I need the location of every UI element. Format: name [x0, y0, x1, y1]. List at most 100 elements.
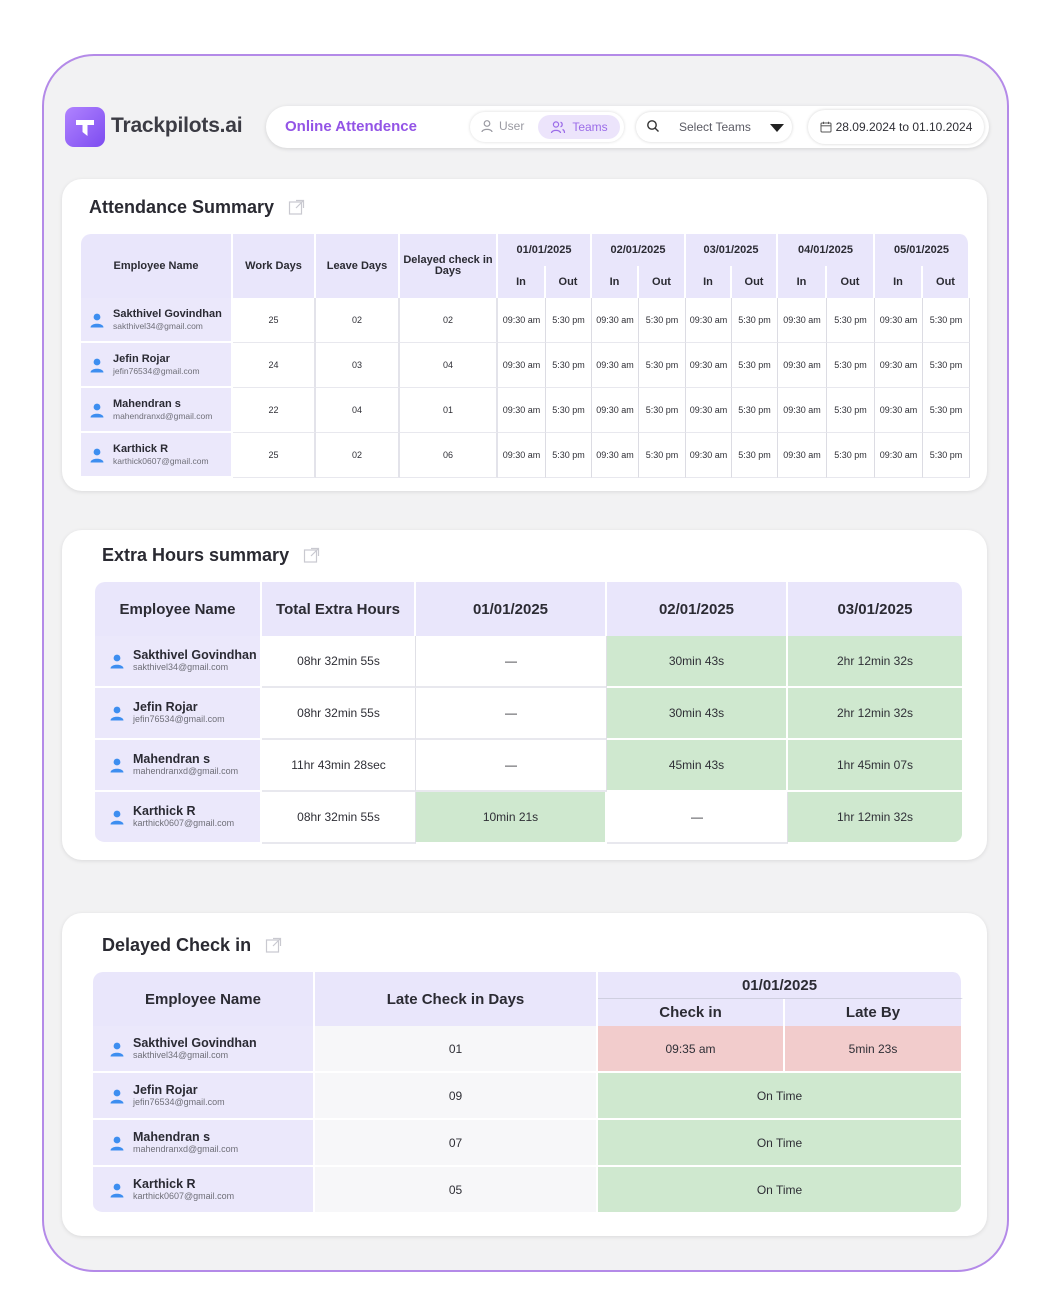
- employee-cell: Mahendran s mahendranxd@gmail.com: [95, 740, 262, 792]
- table-row[interactable]: Sakthivel Govindhan sakthivel34@gmail.com…: [93, 1026, 964, 1073]
- employee-name: Jefin Rojar: [113, 352, 170, 365]
- table-row[interactable]: Mahendran s mahendranxd@gmail.com 11hr 43…: [95, 740, 964, 792]
- avatar-icon: [110, 1183, 124, 1197]
- col-date-5: 05/01/2025: [875, 234, 970, 266]
- out-time: 5:30 pm: [639, 388, 686, 433]
- employee-email: mahendranxd@gmail.com: [113, 410, 213, 421]
- date-1-value: —: [416, 688, 607, 740]
- in-time: 09:30 am: [778, 298, 827, 343]
- check-in-time: 09:35 am: [598, 1026, 785, 1073]
- in-time: 09:30 am: [686, 343, 732, 388]
- col-in: In: [778, 266, 827, 298]
- leave-days-value: 04: [316, 388, 400, 433]
- page-title[interactable]: Online Attendence: [285, 118, 417, 135]
- out-time: 5:30 pm: [639, 298, 686, 343]
- out-time: 5:30 pm: [923, 433, 970, 478]
- col-in: In: [592, 266, 639, 298]
- col-date-3: 03/01/2025: [686, 234, 778, 266]
- delayed-days-value: 06: [400, 433, 498, 478]
- in-time: 09:30 am: [686, 433, 732, 478]
- out-time: 5:30 pm: [923, 343, 970, 388]
- table-row[interactable]: Sakthivel Govindhan sakthivel34@gmail.com…: [81, 298, 970, 343]
- employee-email: sakthivel34@gmail.com: [113, 320, 203, 331]
- search-icon: [647, 120, 659, 132]
- attendance-summary-header: Attendance Summary: [89, 197, 305, 218]
- toggle-teams[interactable]: Teams: [538, 115, 620, 139]
- table-row[interactable]: Sakthivel Govindhan sakthivel34@gmail.com…: [95, 636, 964, 688]
- out-time: 5:30 pm: [732, 298, 778, 343]
- col-late-check-in-days: Late Check in Days: [315, 972, 598, 1026]
- table-row[interactable]: Mahendran s mahendranxd@gmail.com 22 04 0…: [81, 388, 970, 433]
- toggle-user[interactable]: User: [480, 119, 524, 133]
- col-date-1: 01/01/2025: [498, 234, 592, 266]
- on-time-status: On Time: [598, 1073, 964, 1120]
- in-time: 09:30 am: [778, 388, 827, 433]
- col-late-by: Late By: [785, 999, 964, 1026]
- date-range-picker[interactable]: 28.09.2024 to 01.10.2024: [808, 110, 984, 144]
- col-in: In: [875, 266, 923, 298]
- out-time: 5:30 pm: [827, 433, 875, 478]
- work-days-value: 25: [233, 298, 316, 343]
- date-2-value: 30min 43s: [607, 688, 788, 740]
- out-time: 5:30 pm: [827, 343, 875, 388]
- date-3-value: 1hr 12min 32s: [788, 792, 964, 844]
- table-row[interactable]: Mahendran s mahendranxd@gmail.com 07 On T…: [93, 1120, 964, 1167]
- trackpilots-logo-icon: [65, 107, 105, 147]
- employee-name: Jefin Rojar: [133, 1082, 198, 1097]
- late-check-in-days-value: 07: [315, 1120, 598, 1167]
- total-extra-hours-value: 08hr 32min 55s: [262, 636, 416, 688]
- employee-cell: Jefin Rojar jefin76534@gmail.com: [81, 343, 233, 388]
- col-date-3: 03/01/2025: [788, 582, 964, 636]
- in-time: 09:30 am: [875, 343, 923, 388]
- external-link-icon[interactable]: [288, 199, 305, 216]
- table-row[interactable]: Jefin Rojar jefin76534@gmail.com 24 03 04…: [81, 343, 970, 388]
- table-row[interactable]: Jefin Rojar jefin76534@gmail.com 09 On Ti…: [93, 1073, 964, 1120]
- employee-email: sakthivel34@gmail.com: [133, 1049, 229, 1060]
- toggle-teams-label: Teams: [572, 120, 608, 134]
- employee-name: Mahendran s: [133, 1129, 211, 1144]
- col-delayed-days: Delayed check in Days: [400, 234, 498, 298]
- in-time: 09:30 am: [498, 343, 546, 388]
- col-out: Out: [639, 266, 686, 298]
- date-range-text: 28.09.2024 to 01.10.2024: [835, 120, 973, 134]
- avatar-icon: [110, 758, 124, 773]
- external-link-icon[interactable]: [303, 547, 320, 564]
- employee-email: sakthivel34@gmail.com: [133, 662, 229, 672]
- user-teams-toggle: User Teams: [470, 112, 624, 142]
- avatar-icon: [110, 654, 124, 669]
- employee-email: mahendranxd@gmail.com: [133, 766, 239, 776]
- avatar-icon: [90, 358, 104, 372]
- table-row[interactable]: Jefin Rojar jefin76534@gmail.com 08hr 32m…: [95, 688, 964, 740]
- avatar-icon: [90, 448, 104, 462]
- avatar-icon: [90, 313, 104, 327]
- employee-cell: Sakthivel Govindhan sakthivel34@gmail.com: [95, 636, 262, 688]
- select-teams-dropdown[interactable]: Select Teams: [636, 112, 792, 142]
- out-time: 5:30 pm: [732, 433, 778, 478]
- out-time: 5:30 pm: [732, 343, 778, 388]
- employee-name: Jefin Rojar: [133, 700, 198, 714]
- col-employee-name: Employee Name: [93, 972, 315, 1026]
- top-header: Trackpilots.ai Online Attendence User Te…: [62, 104, 989, 150]
- delayed-check-in-header: Delayed Check in: [102, 935, 282, 956]
- on-time-status: On Time: [598, 1167, 964, 1214]
- col-date-2: 02/01/2025: [607, 582, 788, 636]
- in-time: 09:30 am: [498, 433, 546, 478]
- col-date-1: 01/01/2025: [416, 582, 607, 636]
- out-time: 5:30 pm: [732, 388, 778, 433]
- in-time: 09:30 am: [498, 298, 546, 343]
- delayed-days-value: 04: [400, 343, 498, 388]
- col-leave-days: Leave Days: [316, 234, 400, 298]
- col-check-in: Check in: [598, 999, 785, 1026]
- in-time: 09:30 am: [592, 433, 639, 478]
- external-link-icon[interactable]: [265, 937, 282, 954]
- total-extra-hours-value: 08hr 32min 55s: [262, 792, 416, 844]
- date-2-value: 30min 43s: [607, 636, 788, 688]
- work-days-value: 24: [233, 343, 316, 388]
- delayed-check-in-rows: Sakthivel Govindhan sakthivel34@gmail.com…: [93, 1026, 964, 1214]
- in-time: 09:30 am: [875, 433, 923, 478]
- late-check-in-days-value: 05: [315, 1167, 598, 1214]
- col-out: Out: [732, 266, 778, 298]
